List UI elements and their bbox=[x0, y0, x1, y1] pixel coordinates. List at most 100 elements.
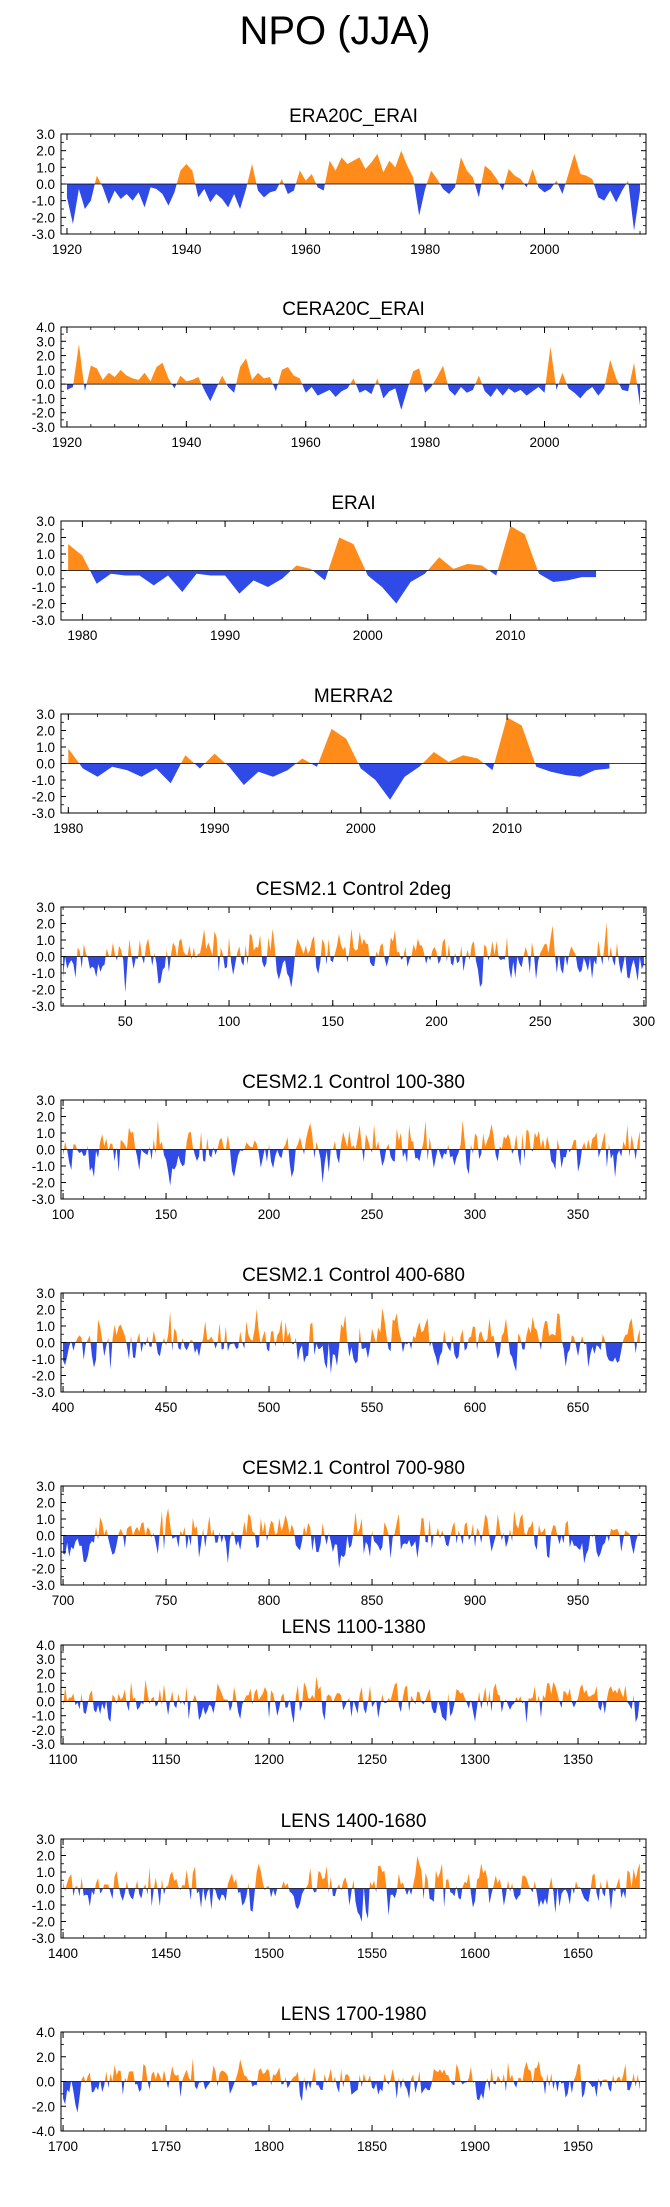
y-tick-label: 2.0 bbox=[36, 531, 55, 546]
panel-title: MERRA2 bbox=[314, 686, 393, 707]
x-tick-label: 700 bbox=[52, 1593, 75, 1608]
y-tick-label: 3.0 bbox=[36, 1286, 55, 1301]
y-tick-label: -4.0 bbox=[32, 2124, 55, 2139]
y-tick-label: 1.0 bbox=[36, 1680, 55, 1695]
y-tick-label: 3.0 bbox=[36, 707, 55, 722]
y-tick-label: -2.0 bbox=[32, 210, 55, 225]
y-tick-label: -3.0 bbox=[32, 227, 55, 242]
positive-anomaly-area bbox=[68, 525, 597, 571]
panel-5: CESM2.1 Control 2deg 3.0 2.01.0 0.0-1.0 -2.0… bbox=[32, 879, 655, 1029]
x-tick-label: 350 bbox=[567, 1207, 590, 1222]
panel-title: CESM2.1 Control 100-380 bbox=[242, 1072, 465, 1093]
y-tick-label: 0.0 bbox=[36, 1695, 55, 1710]
y-tick-label: 1.0 bbox=[36, 1319, 55, 1334]
y-tick-label: 2.0 bbox=[36, 1666, 55, 1681]
panel-3: ERAI 3.0 2.01.0 0.0-1.0 -2.0-3.0 1980 1990 2000… bbox=[32, 493, 647, 643]
x-tick-label: 550 bbox=[361, 1400, 384, 1415]
negative-anomaly-area bbox=[63, 1701, 640, 1724]
y-tick-label: 1.0 bbox=[36, 1126, 55, 1141]
y-tick-label: 4.0 bbox=[36, 320, 55, 335]
x-tick-label: 250 bbox=[361, 1207, 384, 1222]
y-tick-label: 0.0 bbox=[36, 564, 55, 579]
y-tick-label: 2.0 bbox=[36, 2050, 55, 2065]
negative-anomaly-area bbox=[63, 1535, 640, 1569]
x-tick-label: 2000 bbox=[529, 435, 559, 450]
y-tick-label: 0.0 bbox=[36, 1336, 55, 1351]
x-tick-label: 450 bbox=[155, 1400, 178, 1415]
x-tick-label: 1980 bbox=[410, 242, 440, 257]
x-tick-label: 1650 bbox=[563, 1946, 593, 1961]
panel-title: ERA20C_ERAI bbox=[289, 106, 418, 127]
y-tick-label: -3.0 bbox=[32, 613, 55, 628]
x-tick-label: 1960 bbox=[291, 242, 321, 257]
x-tick-label: 1550 bbox=[357, 1946, 387, 1961]
y-tick-label: 1.0 bbox=[36, 363, 55, 378]
y-tick-label: 3.0 bbox=[36, 514, 55, 529]
y-tick-label: 1.0 bbox=[36, 1512, 55, 1527]
y-tick-label: -1.0 bbox=[32, 1709, 55, 1724]
y-tick-label: -2.0 bbox=[32, 597, 55, 612]
x-tick-label: 1990 bbox=[210, 628, 240, 643]
panel-9: LENS 1100-1380 4.03.02.01.00.0-1.0-2.0-3.… bbox=[32, 1617, 647, 1767]
x-tick-label: 950 bbox=[567, 1593, 590, 1608]
y-tick-label: 3.0 bbox=[36, 900, 55, 915]
y-tick-label: -3.0 bbox=[32, 420, 55, 435]
plot-frame bbox=[60, 1644, 647, 1745]
y-tick-label: -2.0 bbox=[32, 2099, 55, 2114]
x-tick-label: 750 bbox=[155, 1593, 178, 1608]
x-tick-label: 150 bbox=[321, 1014, 344, 1029]
y-tick-label: -2.0 bbox=[32, 1562, 55, 1577]
panel-2: CERA20C_ERAI4.03.02.01.00.0-1.0-2.0-3.01… bbox=[32, 299, 647, 450]
y-tick-label: -2.0 bbox=[32, 406, 55, 421]
y-tick-label: -2.0 bbox=[32, 790, 55, 805]
positive-anomaly-area bbox=[66, 344, 641, 385]
x-tick-label: 900 bbox=[464, 1593, 487, 1608]
negative-anomaly-area bbox=[63, 1149, 640, 1186]
y-tick-label: 3.0 bbox=[36, 1652, 55, 1667]
y-tick-label: 2.0 bbox=[36, 917, 55, 932]
panel-6: CESM2.1 Control 100-380 3.0 2.01.0 0.0-1.0 -… bbox=[32, 1072, 647, 1222]
y-tick-label: -1.0 bbox=[32, 1159, 55, 1174]
y-tick-label: 4.0 bbox=[36, 2025, 55, 2040]
panel-title: CESM2.1 Control 700-980 bbox=[242, 1458, 465, 1479]
negative-anomaly-area bbox=[63, 1888, 640, 1922]
y-tick-label: 2.0 bbox=[36, 1849, 55, 1864]
panel-title: LENS 1400-1680 bbox=[281, 1811, 427, 1832]
figure-title: NPO (JJA) bbox=[239, 9, 430, 53]
positive-anomaly-area bbox=[63, 922, 644, 957]
x-tick-label: 1600 bbox=[460, 1946, 490, 1961]
x-tick-label: 1100 bbox=[49, 1752, 78, 1767]
y-tick-label: 0.0 bbox=[36, 177, 55, 192]
y-tick-label: -3.0 bbox=[32, 1578, 55, 1593]
x-tick-label: 50 bbox=[118, 1014, 133, 1029]
positive-anomaly-area bbox=[63, 1855, 640, 1889]
panel-title: LENS 1700-1980 bbox=[281, 2004, 427, 2025]
y-tick-label: -1.0 bbox=[32, 194, 55, 209]
y-tick-label: 0.0 bbox=[36, 1882, 55, 1897]
x-tick-label: 1800 bbox=[254, 2139, 284, 2154]
x-tick-label: 1960 bbox=[291, 435, 321, 450]
y-tick-label: 0.0 bbox=[36, 1529, 55, 1544]
y-tick-label: 3.0 bbox=[36, 334, 55, 349]
x-tick-label: 1950 bbox=[563, 2139, 593, 2154]
x-tick-label: 500 bbox=[258, 1400, 281, 1415]
x-tick-label: 100 bbox=[52, 1207, 75, 1222]
y-tick-label: 2.0 bbox=[36, 349, 55, 364]
panel-title: LENS 1100-1380 bbox=[281, 1617, 425, 1638]
y-tick-label: -1.0 bbox=[32, 580, 55, 595]
panel-title: ERAI bbox=[331, 493, 375, 514]
y-tick-label: -3.0 bbox=[32, 1192, 55, 1207]
y-tick-label: -2.0 bbox=[32, 1369, 55, 1384]
y-tick-label: -3.0 bbox=[32, 1385, 55, 1400]
x-tick-label: 300 bbox=[464, 1207, 487, 1222]
negative-anomaly-area bbox=[63, 956, 644, 993]
y-tick-label: -1.0 bbox=[32, 391, 55, 406]
positive-anomaly-area bbox=[63, 2058, 640, 2082]
y-tick-label: -2.0 bbox=[32, 1915, 55, 1930]
y-tick-label: 1.0 bbox=[36, 933, 55, 948]
y-tick-label: 2.0 bbox=[36, 144, 55, 159]
panel-7: CESM2.1 Control 400-680 3.0 2.01.0 0.0-1.0 -… bbox=[32, 1265, 647, 1415]
